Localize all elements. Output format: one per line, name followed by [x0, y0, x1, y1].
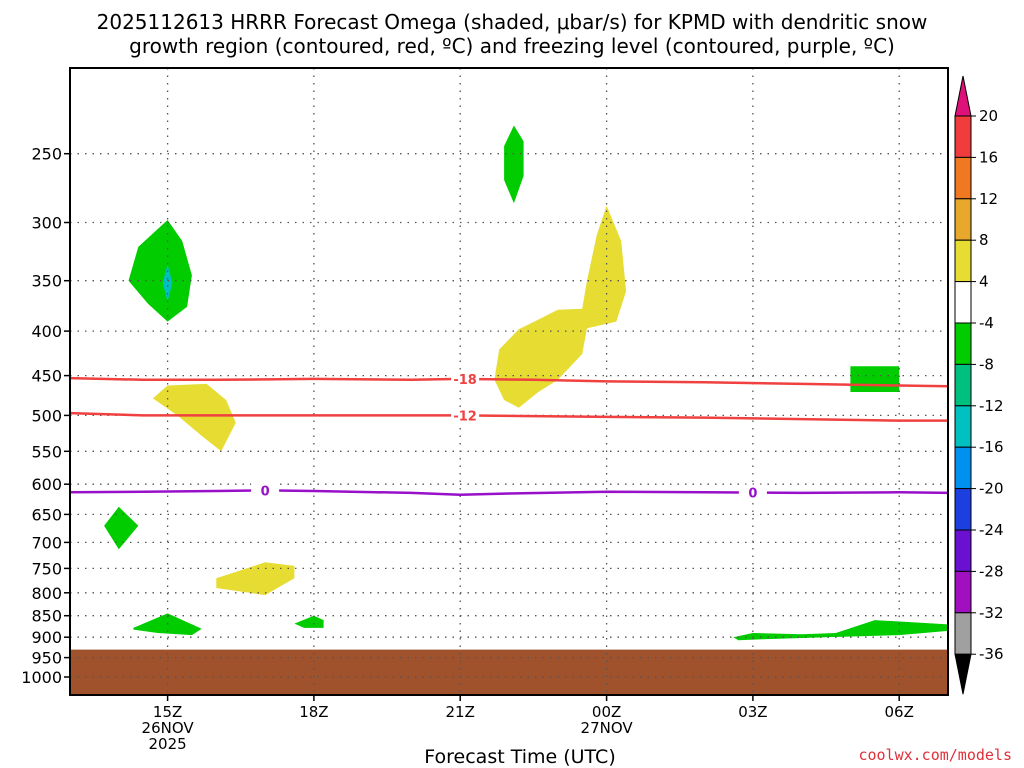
colorbar-box-11 — [954, 570, 972, 614]
y-tick-label-700: 700 — [31, 533, 62, 552]
colorbar-box-12 — [954, 612, 972, 655]
contour-freezing-level — [69, 489, 949, 496]
y-tick-label-550: 550 — [31, 442, 62, 461]
contour-label-bg-dendritic-bottom-0 — [451, 407, 480, 424]
region-green-460 — [850, 366, 900, 392]
colorbar-label-4: 4 — [979, 273, 989, 291]
plot-frame — [69, 67, 949, 696]
y-tick-label-350: 350 — [31, 272, 62, 291]
colorbar: 20 16 12 8 4 -4 -8 -12 -16 -20 -24 -28 -32 -36 — [954, 75, 1004, 695]
contour-label-freezing-level-1: 0 — [748, 487, 757, 502]
x-tick-label-00Z: 00Z — [592, 703, 621, 721]
colorbar-top-arrow — [954, 75, 972, 117]
colorbar-label-9: -20 — [979, 480, 1004, 498]
region-yellow-upper — [494, 205, 627, 408]
contour-dendritic-bottom — [69, 411, 948, 422]
colorbar-label-5: -4 — [979, 314, 994, 332]
y-tick-label-400: 400 — [31, 322, 62, 341]
x-tick-label-18Z: 18Z — [299, 703, 328, 721]
x-tick-date-15Z: 26NOV — [142, 719, 195, 737]
region-yellow-770 — [216, 562, 295, 596]
y-tick-label-250: 250 — [31, 145, 62, 164]
contour-labels: -18 -12 0 0 — [251, 371, 767, 502]
y-tick-label-600: 600 — [31, 475, 62, 494]
contour-label-dendritic-top-0: -18 — [453, 373, 477, 388]
colorbar-box-3 — [954, 239, 972, 283]
y-axis-ticks: 250 300 350 400 450 500 550 600 650 700 750 800 850 9… — [21, 145, 70, 687]
x-tick-label-06Z: 06Z — [885, 703, 914, 721]
y-tick-label-950: 950 — [31, 649, 62, 668]
colorbar-box-5 — [954, 322, 972, 365]
colorbar-box-2 — [954, 198, 972, 241]
chart-title-line2: growth region (contoured, red, ºC) and f… — [129, 34, 895, 58]
x-tick-label-03Z: 03Z — [738, 703, 767, 721]
region-yellow-500 — [152, 383, 236, 452]
region-green-250 — [504, 125, 524, 204]
colorbar-label-1: 16 — [979, 148, 998, 166]
region-green-350 — [128, 220, 192, 322]
contour-label-bg-freezing-level-1 — [738, 484, 767, 501]
colorbar-label-8: -16 — [979, 438, 1004, 456]
y-tick-label-900: 900 — [31, 628, 62, 647]
ground-fill — [70, 649, 948, 695]
colorbar-box-6 — [954, 363, 972, 407]
x-tick-label-15Z: 15Z — [153, 703, 182, 721]
contour-label-freezing-level-0: 0 — [261, 484, 270, 499]
colorbar-label-10: -24 — [979, 521, 1004, 539]
colorbar-box-4 — [954, 281, 972, 324]
y-tick-label-450: 450 — [31, 367, 62, 386]
colorbar-label-3: 8 — [979, 231, 989, 249]
y-tick-label-1000: 1000 — [21, 668, 62, 687]
colorbar-box-0 — [954, 115, 972, 158]
colorbar-box-9 — [954, 488, 972, 531]
omega-shading — [104, 125, 948, 641]
contour-label-dendritic-bottom-0: -12 — [453, 409, 477, 424]
colorbar-label-6: -8 — [979, 355, 994, 373]
contour-label-bg-dendritic-top-0 — [451, 371, 480, 387]
colorbar-box-8 — [954, 446, 972, 490]
colorbar-label-11: -28 — [979, 562, 1004, 580]
y-tick-label-750: 750 — [31, 559, 62, 578]
y-tick-label-850: 850 — [31, 607, 62, 626]
y-tick-label-650: 650 — [31, 505, 62, 524]
contour-lines — [69, 376, 949, 496]
x-tick-date-00Z: 27NOV — [581, 719, 634, 737]
ground-layer — [70, 649, 948, 695]
y-tick-label-300: 300 — [31, 214, 62, 233]
x-tick-year-15Z: 2025 — [149, 735, 187, 753]
colorbar-bottom-arrow — [954, 653, 972, 695]
contour-dendritic-top — [69, 376, 949, 388]
x-tick-label-21Z: 21Z — [446, 703, 475, 721]
colorbar-box-10 — [954, 529, 972, 572]
x-axis-title: Forecast Time (UTC) — [424, 746, 616, 768]
colorbar-box-1 — [954, 156, 972, 200]
region-green-870-small — [294, 615, 324, 628]
region-green-680 — [104, 506, 139, 550]
region-green-890-right — [733, 620, 948, 641]
credit-link[interactable]: coolwx.com/models — [858, 746, 1012, 764]
contour-label-bg-freezing-level-0 — [251, 482, 280, 499]
region-cyan-350 — [162, 264, 173, 302]
colorbar-label-12: -32 — [979, 604, 1004, 622]
y-tick-label-500: 500 — [31, 406, 62, 425]
y-tick-label-800: 800 — [31, 584, 62, 603]
colorbar-box-7 — [954, 405, 972, 448]
colorbar-label-0: 20 — [979, 107, 998, 125]
colorbar-label-13: -36 — [979, 645, 1004, 663]
colorbar-label-7: -12 — [979, 397, 1004, 415]
colorbar-label-2: 12 — [979, 190, 998, 208]
chart-title-line1: 2025112613 HRRR Forecast Omega (shaded, … — [96, 10, 928, 34]
